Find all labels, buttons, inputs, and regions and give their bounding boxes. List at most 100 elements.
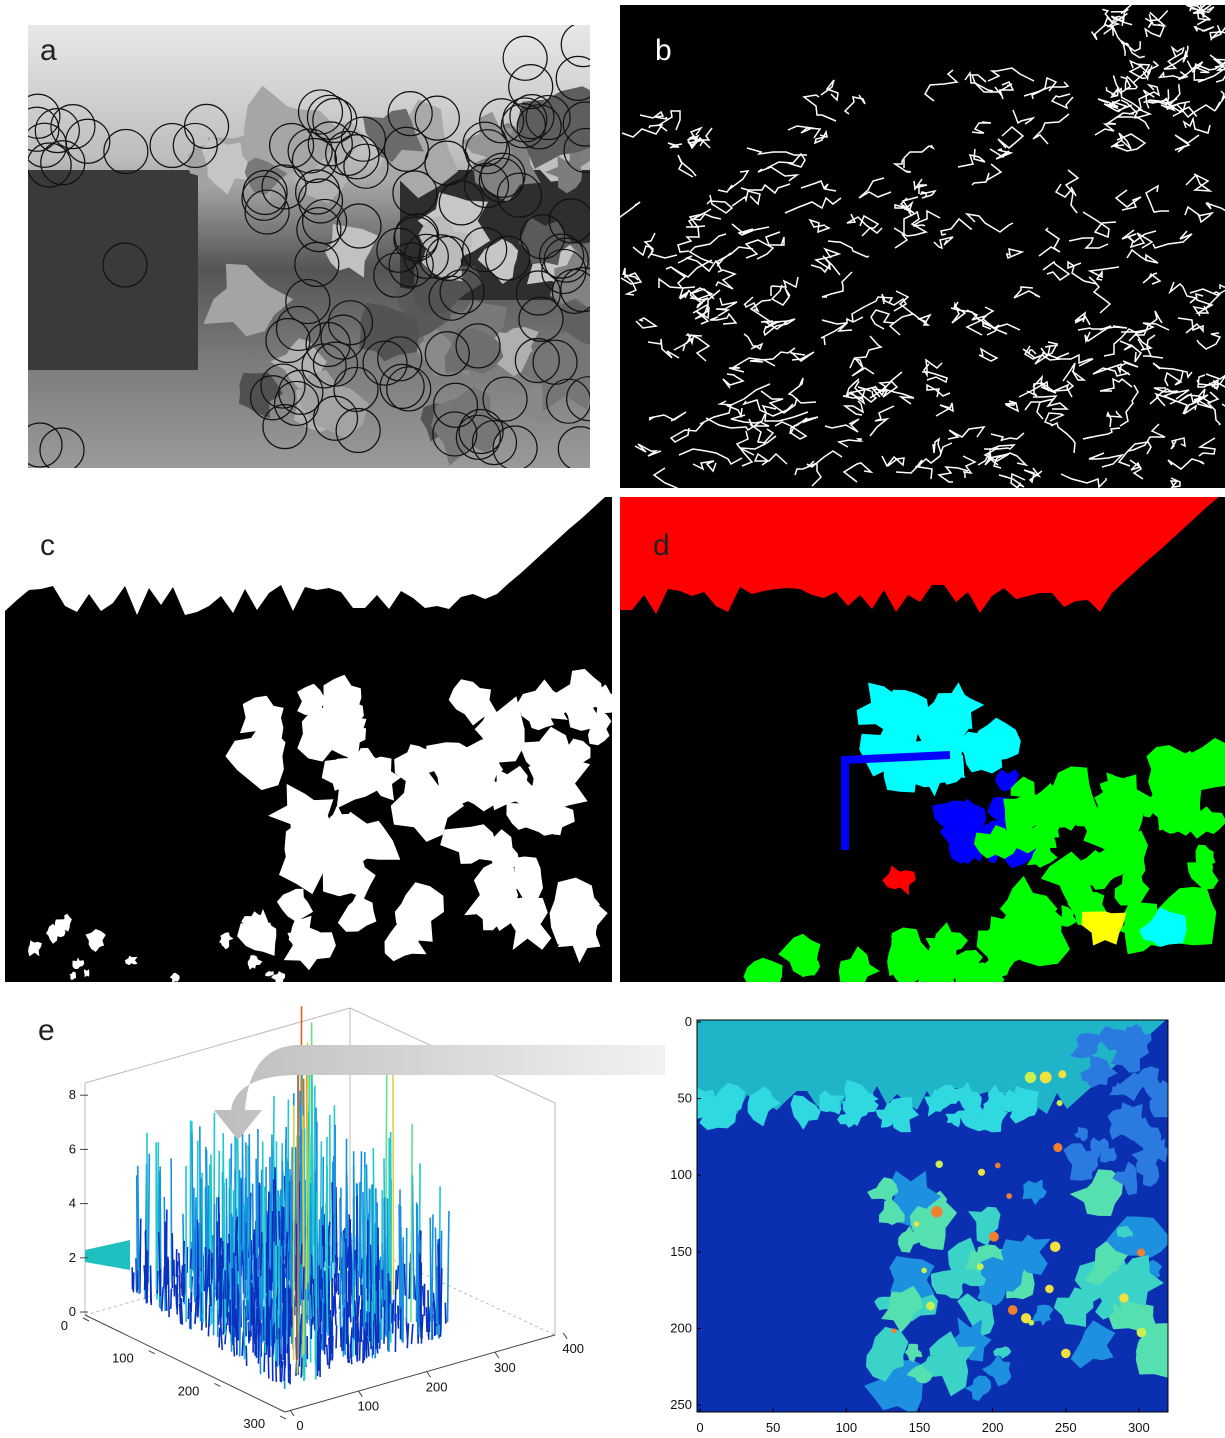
surface-spike xyxy=(202,1173,203,1323)
surface-spike xyxy=(336,1325,337,1348)
surface-spike xyxy=(242,1332,243,1356)
hot-spot xyxy=(1061,1349,1070,1358)
surface-spike xyxy=(151,1266,152,1306)
surface-spike xyxy=(168,1260,169,1317)
surface-spike xyxy=(349,1284,350,1314)
x-tick-label: 400 xyxy=(562,1341,584,1356)
surface-spike xyxy=(286,1250,287,1278)
surface-spike xyxy=(191,1249,192,1269)
x-tick-label: 200 xyxy=(426,1379,448,1394)
arrow xyxy=(214,1045,665,1140)
surface-spike xyxy=(221,1324,222,1350)
surface-spike xyxy=(236,1220,237,1256)
surface-spike xyxy=(300,1314,301,1334)
hot-spot xyxy=(1058,1070,1066,1078)
x-tick-label: 150 xyxy=(909,1420,931,1435)
surface-spike xyxy=(265,1187,266,1354)
surface-spike xyxy=(270,1246,271,1347)
surface-spike xyxy=(263,1310,264,1341)
surface-spike xyxy=(346,1239,347,1306)
tick-mark xyxy=(83,1318,89,1321)
surface-spike xyxy=(292,1147,293,1244)
surface-spike xyxy=(166,1287,167,1311)
surface-spike xyxy=(397,1265,398,1289)
hot-spot xyxy=(1050,1241,1061,1252)
surface-spike xyxy=(360,1309,361,1360)
hot-spot xyxy=(1029,1320,1035,1326)
surface-spike xyxy=(285,1139,286,1256)
hot-spot xyxy=(978,1169,985,1176)
hot-spot xyxy=(931,1206,942,1217)
z-tick-label: 2 xyxy=(69,1250,76,1265)
surface-spike xyxy=(177,1261,178,1309)
surface-spike xyxy=(179,1253,180,1274)
surface-spike xyxy=(270,1157,271,1257)
surface-spike xyxy=(288,1285,289,1371)
surface-spike xyxy=(274,1322,275,1343)
figure: 0246801002003000100200300400 05010015020… xyxy=(0,0,1225,1438)
hot-spot xyxy=(1025,1072,1036,1083)
tick-mark xyxy=(290,1410,294,1416)
y-tick-label: 50 xyxy=(678,1091,692,1106)
surface-spike xyxy=(235,1317,236,1337)
surface-spike xyxy=(240,1170,241,1305)
hot-spot xyxy=(914,1221,919,1226)
surface-spike xyxy=(411,1124,412,1322)
z-tick-label: 6 xyxy=(69,1141,76,1156)
surface-spike xyxy=(310,1183,311,1325)
panel-d xyxy=(620,496,1225,1013)
surface-spike xyxy=(376,1188,377,1327)
hot-spot xyxy=(1137,1328,1147,1338)
hot-spot xyxy=(1008,1305,1018,1315)
surface-spike xyxy=(303,1115,304,1354)
x-tick-label: 300 xyxy=(1128,1420,1150,1435)
surface-spike xyxy=(412,1175,413,1299)
surface-spike xyxy=(171,1289,172,1309)
surface-spike xyxy=(369,1188,370,1294)
x-tick-label: 50 xyxy=(766,1420,780,1435)
y-tick-label: 300 xyxy=(243,1416,265,1431)
surface-spike xyxy=(426,1307,427,1332)
surface-spike xyxy=(197,1259,198,1299)
hot-spot xyxy=(1137,1249,1145,1257)
hot-spot xyxy=(977,1263,984,1270)
hot-spot xyxy=(1053,1143,1062,1152)
surface-spike xyxy=(402,1237,403,1338)
x-tick-label: 0 xyxy=(696,1420,703,1435)
panel-label: d xyxy=(653,529,670,562)
surface-spike xyxy=(223,1296,224,1335)
surface-spike xyxy=(251,1298,252,1318)
surface-spike xyxy=(299,1333,300,1366)
surface-spike xyxy=(303,1267,304,1300)
panel-e-heatmap: 050100150200250050100150200250300 xyxy=(670,1014,1181,1435)
building xyxy=(28,170,198,370)
surface-spike xyxy=(365,1167,366,1331)
surface-spike xyxy=(435,1227,436,1324)
tick-mark xyxy=(427,1371,431,1377)
surface-spike xyxy=(296,1337,297,1359)
hot-spot xyxy=(995,1163,1001,1169)
surface-spike xyxy=(195,1302,196,1323)
surface-spike xyxy=(266,1242,267,1294)
surface-spike xyxy=(279,1211,280,1240)
panel-label: a xyxy=(40,34,57,67)
surface-spike xyxy=(384,1300,385,1344)
surface-spike xyxy=(301,1358,302,1378)
surface-spike xyxy=(370,1245,371,1301)
surface-spike xyxy=(254,1229,255,1291)
hot-spot xyxy=(1040,1072,1052,1084)
surface-spike xyxy=(162,1287,163,1311)
y-tick-label: 0 xyxy=(685,1014,692,1029)
surface-spike xyxy=(214,1204,215,1336)
surface-spike xyxy=(395,1270,396,1321)
y-tick-label: 200 xyxy=(670,1320,692,1335)
surface-spike xyxy=(353,1317,354,1338)
surface-spike xyxy=(404,1264,405,1296)
surface-spike xyxy=(227,1243,228,1318)
surface-spike xyxy=(301,1129,302,1260)
y-tick-label: 0 xyxy=(61,1318,68,1333)
surface-spike xyxy=(433,1293,434,1314)
surface-spike xyxy=(301,1244,302,1264)
surface-spike xyxy=(244,1211,245,1309)
tick-mark xyxy=(149,1351,155,1354)
